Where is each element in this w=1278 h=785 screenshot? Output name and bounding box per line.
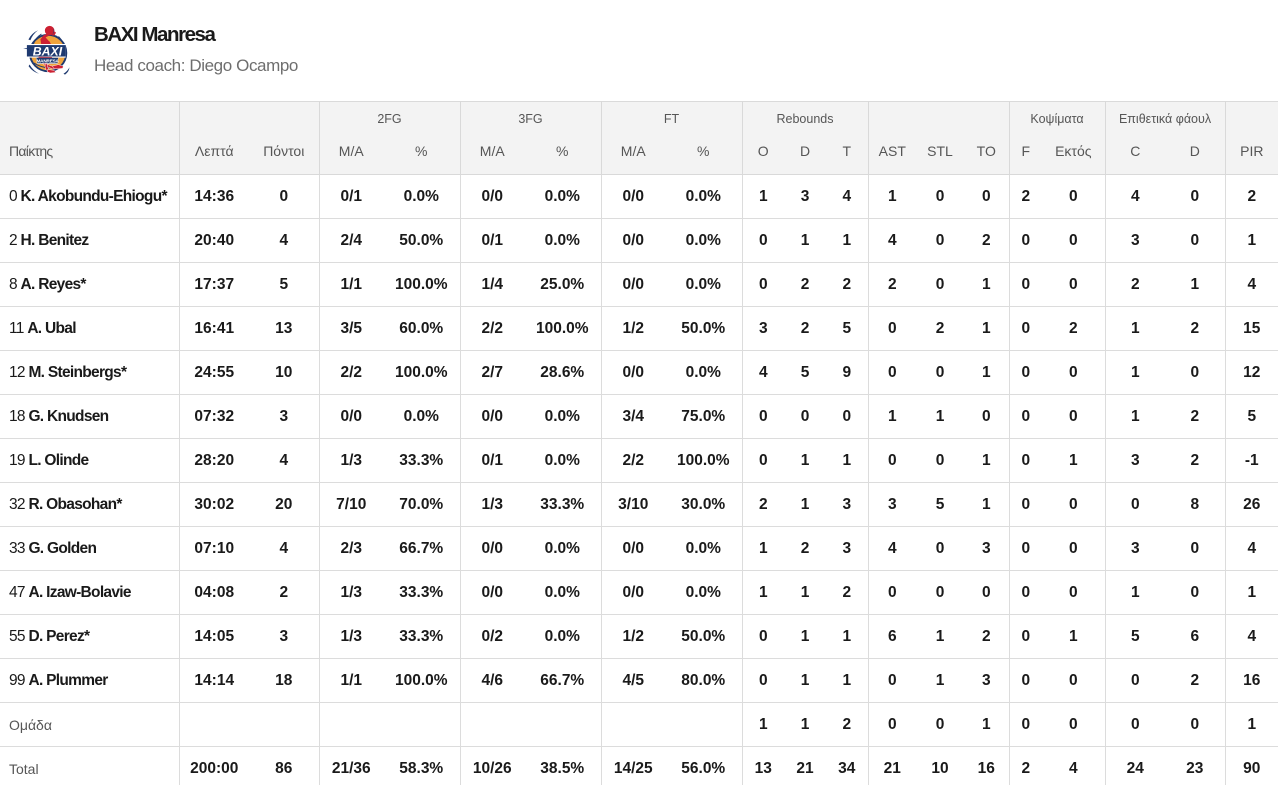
svg-text:MANRESA: MANRESA [36, 58, 59, 63]
svg-text:BAXI: BAXI [33, 44, 63, 58]
